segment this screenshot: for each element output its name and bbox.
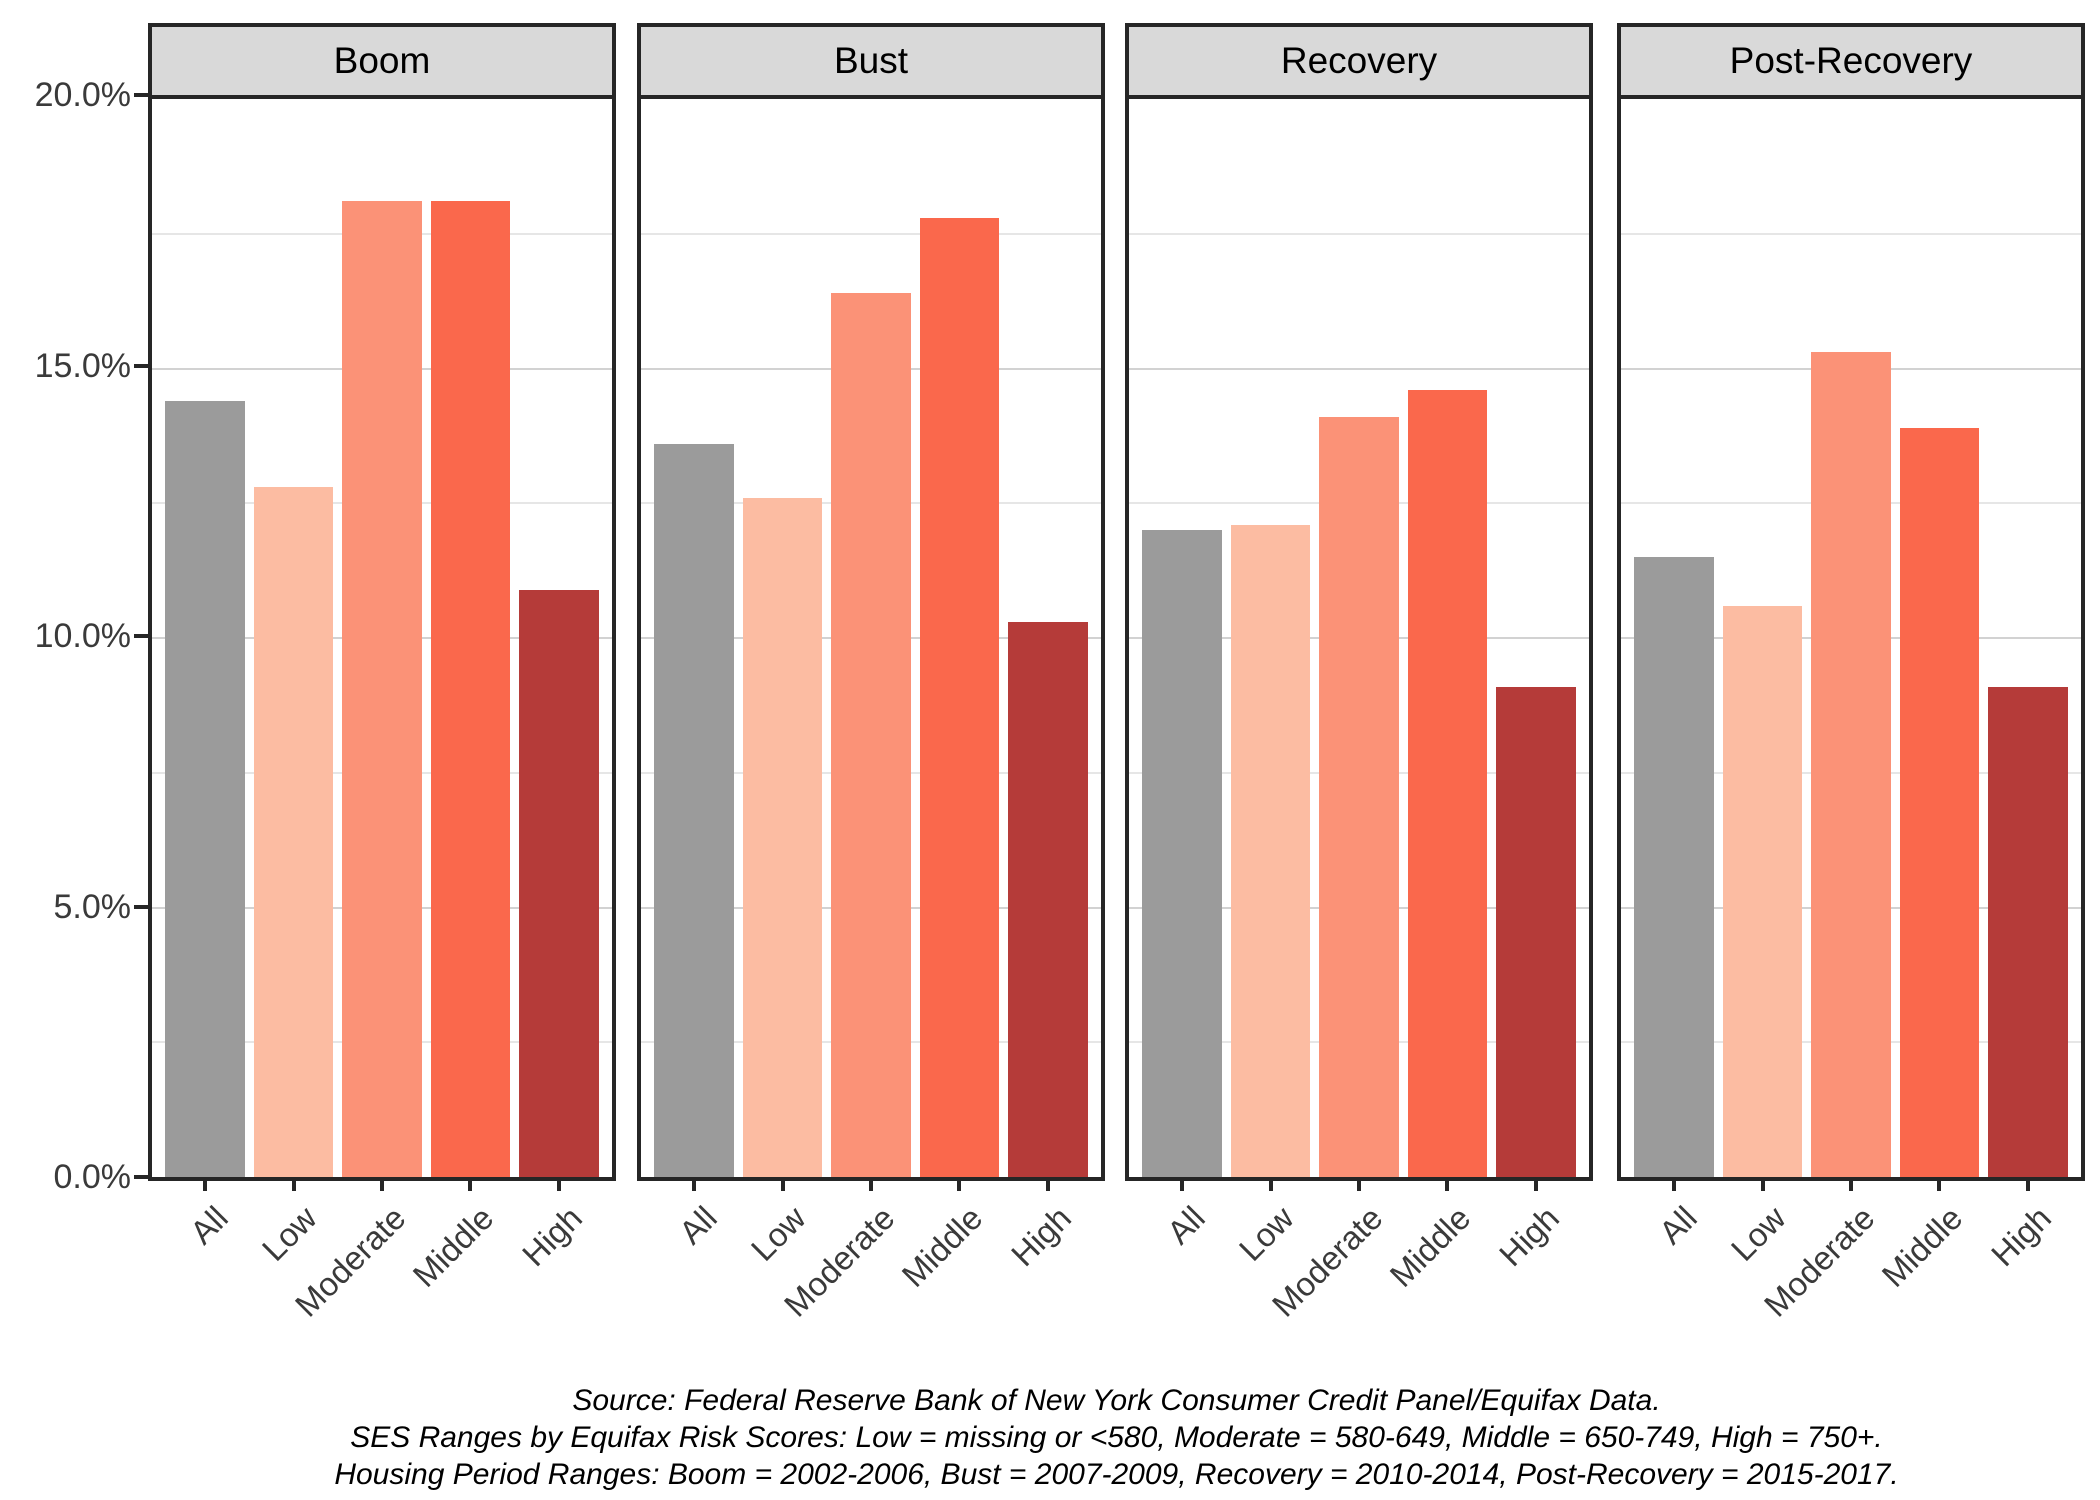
y-axis-tick-label: 10.0% xyxy=(34,617,131,655)
facet-plot-area xyxy=(641,99,1101,1177)
bar-boom-middle xyxy=(430,201,511,1177)
x-axis-tick-mark xyxy=(1849,1177,1853,1191)
x-axis-category-label: High xyxy=(1491,1199,1567,1274)
gridline xyxy=(641,232,1101,235)
x-axis-category-label: All xyxy=(183,1199,236,1252)
x-axis-tick-mark xyxy=(1180,1177,1185,1191)
facet-plot-area xyxy=(152,99,612,1177)
x-axis-tick-mark xyxy=(1445,1177,1450,1191)
x-axis-tick-mark xyxy=(1672,1177,1677,1191)
x-axis-tick-mark xyxy=(1760,1177,1765,1191)
facet-strip-title: Bust xyxy=(641,27,1101,99)
bar-bust-moderate xyxy=(831,293,911,1177)
facet-panel-boom: Boom xyxy=(148,23,616,1181)
bar-bust-middle xyxy=(919,217,1000,1177)
facet-strip-title: Post-Recovery xyxy=(1621,27,2081,99)
x-axis-tick-mark xyxy=(468,1177,473,1191)
x-axis-category-label: Low xyxy=(743,1199,813,1268)
y-axis-tick-label: 15.0% xyxy=(34,346,131,385)
x-axis-category-label: All xyxy=(672,1199,725,1252)
x-axis-category-label: Middle xyxy=(1874,1199,1970,1294)
bar-recovery-low xyxy=(1230,524,1311,1177)
x-axis-tick-mark xyxy=(1268,1177,1273,1191)
x-axis-category-label: Middle xyxy=(1382,1199,1478,1294)
bar-bust-low xyxy=(742,497,823,1177)
x-axis-category-label: High xyxy=(514,1199,590,1274)
x-axis-tick-mark xyxy=(1045,1177,1050,1191)
x-axis-category-label: Low xyxy=(254,1199,324,1268)
y-axis-tick-mark xyxy=(134,904,148,909)
y-axis-tick-label: 20.0% xyxy=(34,76,131,114)
x-axis-tick-mark xyxy=(780,1177,785,1191)
caption-housing-period-line: Housing Period Ranges: Boom = 2002-2006,… xyxy=(334,1458,1899,1491)
bar-recovery-middle xyxy=(1407,390,1488,1177)
bar-recovery-all xyxy=(1142,530,1222,1177)
x-axis-tick-mark xyxy=(2025,1177,2030,1191)
facet-plot-area xyxy=(1129,99,1589,1177)
bar-post-recovery-middle xyxy=(1899,427,1980,1177)
x-axis-tick-mark xyxy=(957,1177,962,1191)
bar-post-recovery-all xyxy=(1634,557,1714,1177)
x-axis-tick-mark xyxy=(1533,1177,1538,1191)
bar-boom-high xyxy=(519,589,599,1177)
caption-source-line: Source: Federal Reserve Bank of New York… xyxy=(572,1384,1661,1417)
facet-strip-title: Boom xyxy=(152,27,612,99)
x-axis-tick-mark xyxy=(291,1177,296,1191)
gridline xyxy=(1129,232,1589,235)
facet-panel-bust: Bust xyxy=(637,23,1105,1181)
x-axis-tick-mark xyxy=(869,1177,873,1191)
x-axis-tick-mark xyxy=(1937,1177,1942,1191)
x-axis-category-label: Low xyxy=(1231,1199,1301,1268)
chart-caption: Source: Federal Reserve Bank of New York… xyxy=(148,1382,2085,1493)
y-axis-tick-mark xyxy=(134,1175,148,1179)
x-axis-category-label: Middle xyxy=(894,1199,990,1294)
x-axis-tick-mark xyxy=(1357,1177,1361,1191)
bar-boom-low xyxy=(253,487,334,1177)
facet-plot-area xyxy=(1621,99,2081,1177)
y-axis-tick-mark xyxy=(134,93,148,97)
x-axis-category-label: All xyxy=(1652,1199,1705,1252)
bar-boom-all xyxy=(165,400,245,1177)
bar-boom-moderate xyxy=(342,201,422,1177)
y-axis-tick-label: 0.0% xyxy=(53,1158,132,1196)
bar-recovery-high xyxy=(1496,686,1576,1177)
y-axis-tick-mark xyxy=(134,363,148,368)
x-axis-category-label: High xyxy=(1983,1199,2059,1274)
x-axis-category-label: High xyxy=(1003,1199,1079,1274)
bar-post-recovery-low xyxy=(1722,605,1803,1177)
gridline xyxy=(1621,232,2081,235)
y-axis-tick-label: 5.0% xyxy=(53,887,132,926)
facet-strip-title: Recovery xyxy=(1129,27,1589,99)
gridline xyxy=(1129,367,1589,370)
bar-post-recovery-moderate xyxy=(1811,352,1891,1177)
x-axis-tick-mark xyxy=(692,1177,697,1191)
x-axis-tick-mark xyxy=(380,1177,384,1191)
y-axis-tick-mark xyxy=(134,634,148,638)
x-axis-category-label: Low xyxy=(1723,1199,1793,1268)
facet-panel-post-recovery: Post-Recovery xyxy=(1617,23,2085,1181)
bar-post-recovery-high xyxy=(1988,686,2068,1177)
x-axis-tick-mark xyxy=(203,1177,208,1191)
bar-recovery-moderate xyxy=(1319,417,1399,1177)
bar-bust-high xyxy=(1008,621,1088,1177)
caption-ses-ranges-line: SES Ranges by Equifax Risk Scores: Low =… xyxy=(350,1421,1883,1454)
x-axis-tick-mark xyxy=(556,1177,561,1191)
bar-bust-all xyxy=(654,443,734,1177)
x-axis-category-label: All xyxy=(1160,1199,1213,1252)
facet-panel-recovery: Recovery xyxy=(1125,23,1593,1181)
x-axis-category-label: Middle xyxy=(405,1199,501,1294)
